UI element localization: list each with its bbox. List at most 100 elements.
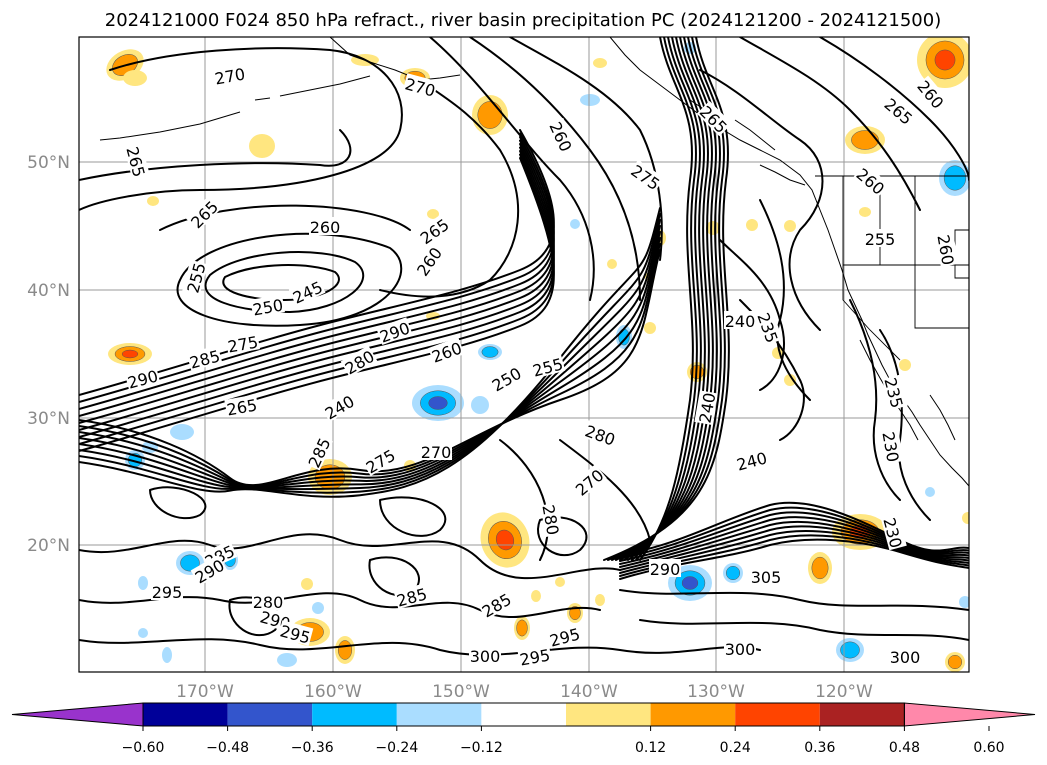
contour-label-bg: [540, 502, 564, 537]
latitude-labels: 50°N 40°N 30°N 20°N: [27, 153, 70, 556]
positive-precip-anomaly: [851, 130, 879, 150]
refractivity-contour: [79, 243, 661, 487]
refractivity-contour: [149, 486, 207, 520]
positive-precip-anomaly: [337, 640, 353, 660]
contour-label-bg: [853, 163, 890, 198]
negative-precip-anomaly: [428, 396, 448, 410]
refractivity-contour: [639, 37, 694, 561]
refractivity-contour: [79, 225, 661, 489]
contour-label: 295: [152, 583, 183, 602]
positive-precip-anomaly: [531, 590, 541, 602]
contour-label-bg: [469, 646, 501, 664]
colorbar-segment: [312, 703, 397, 726]
contour-label-bg: [340, 345, 378, 378]
contour-label-bg: [252, 592, 284, 610]
refractivity-contour: [619, 525, 969, 571]
refractivity-contour: [79, 47, 403, 211]
colorbar-tick-label: −0.12: [460, 740, 503, 756]
contour-label-bg: [224, 394, 259, 418]
contour-label-bg: [477, 588, 515, 621]
contour-label-bg: [696, 100, 733, 137]
contour-label-bg: [889, 647, 921, 665]
contour-label-bg: [582, 420, 619, 449]
colorbar: −0.60 −0.48 −0.36 −0.24 −0.12 0.12 0.24 0.36 0.4…: [11, 702, 1036, 756]
contour-label-bg: [517, 644, 552, 668]
map-title: 2024121000 F024 850 hPa refract., river …: [105, 10, 941, 31]
refractivity-contour: [79, 638, 761, 656]
contour-label-bg: [225, 331, 260, 355]
contour-label-bg: [570, 464, 607, 499]
refractivity-contour: [639, 619, 969, 641]
refractivity-contour: [222, 264, 340, 301]
negative-precip-anomaly: [925, 487, 935, 497]
contour-label-bg: [754, 309, 783, 346]
contour-label-bg: [487, 362, 525, 395]
refractivity-contour: [559, 439, 651, 541]
refractivity-contour: [719, 239, 785, 391]
contour-label-bg: [182, 259, 208, 296]
positive-precip-anomaly: [301, 578, 313, 590]
positive-precip-anomaly: [934, 49, 956, 71]
negative-precip-anomaly: [481, 346, 499, 358]
refractivity-contour: [619, 516, 969, 565]
positive-precip-anomaly: [516, 619, 528, 637]
refractivity-contour: [509, 37, 663, 261]
lon-tick-label: 150°W: [432, 682, 490, 702]
contour-label-bg: [724, 639, 756, 657]
lon-tick-label: 120°W: [815, 682, 873, 702]
state-borders: [842, 176, 969, 361]
refractivity-contour: [79, 207, 661, 498]
colorbar-tick-label: 0.60: [973, 740, 1004, 756]
positive-precip-anomaly: [477, 101, 503, 129]
contour-label-bg: [124, 365, 161, 391]
negative-precip-anomaly: [959, 596, 969, 608]
lat-tick-label: 40°N: [27, 281, 70, 301]
contour-label-bg: [882, 374, 908, 411]
refractivity-contour: [619, 589, 969, 611]
negative-precip-anomaly: [277, 653, 297, 667]
positive-precip-anomaly: [784, 374, 796, 386]
lat-tick-label: 30°N: [27, 409, 70, 429]
refractivity-contour: [619, 530, 969, 574]
alaska-coast: [99, 37, 461, 141]
refractivity-contour: [176, 232, 403, 327]
positive-precip-anomaly: [899, 359, 911, 371]
negative-precip-anomaly: [681, 576, 699, 590]
refractivity-contour: [619, 534, 969, 577]
contour-label-bg: [694, 390, 718, 425]
positive-precip-anomaly: [121, 349, 139, 359]
contour-label-bg: [361, 444, 399, 477]
contour-label-bg: [724, 311, 756, 329]
negative-precip-anomaly: [725, 565, 741, 581]
contour-label-bg: [627, 159, 665, 193]
contour-label-bg: [250, 294, 285, 318]
contour-label-bg: [288, 276, 326, 307]
colorbar-segment: [481, 703, 566, 726]
colorbar-tick-label: 0.24: [720, 740, 751, 756]
refractivity-contour: [499, 439, 549, 561]
positive-precip-anomaly: [644, 322, 656, 334]
refractivity-contour: [627, 37, 706, 561]
contour-label-bg: [190, 554, 228, 587]
positive-precip-anomaly: [784, 220, 796, 232]
refractivity-contour: [379, 79, 520, 298]
refractivity-contour: [537, 516, 588, 557]
contour-label-bg: [303, 433, 334, 471]
contour-label-bg: [411, 242, 445, 280]
colorbar-tick-label: −0.24: [375, 740, 418, 756]
contour-label-bg: [309, 217, 341, 235]
contour-label: 305: [751, 568, 782, 587]
refractivity-contour: [699, 69, 824, 331]
positive-precip-anomaly: [859, 207, 871, 217]
negative-precip-anomaly: [312, 602, 324, 614]
refractivity-contour: [619, 520, 969, 568]
contour-label-bg: [546, 117, 577, 155]
contour-label: 260: [310, 218, 341, 237]
lat-tick-label: 50°N: [27, 153, 70, 173]
negative-precip-anomaly: [138, 576, 148, 590]
refractivity-contour: [429, 37, 595, 301]
positive-precip-anomaly: [555, 577, 565, 587]
positive-precip-anomaly: [962, 512, 969, 524]
contour-label-bg: [428, 337, 465, 366]
refractivity-contour: [79, 231, 661, 488]
